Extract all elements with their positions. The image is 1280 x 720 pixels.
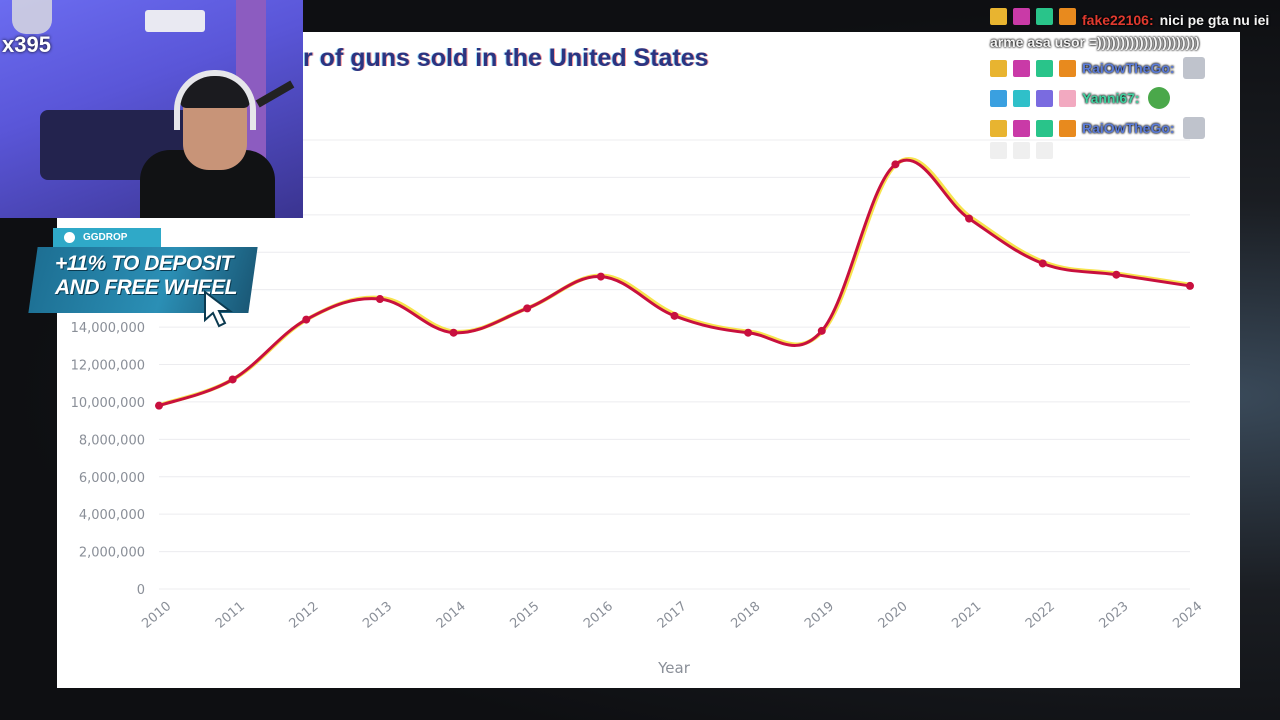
- y-tick-label: 0: [137, 583, 145, 598]
- crown-badge-icon: [990, 8, 1007, 25]
- badge-icon: [1013, 141, 1030, 159]
- chat-overlay: fake22106: nici pe gta nu iei arme asa us…: [990, 8, 1272, 161]
- data-point: [155, 401, 163, 410]
- data-point: [744, 328, 753, 337]
- data-point: [596, 272, 605, 281]
- y-tick-label: 6,000,000: [79, 471, 145, 486]
- x-tick-label: 2024: [1170, 599, 1205, 632]
- data-point: [1112, 270, 1121, 279]
- y-tick-label: 4,000,000: [79, 508, 145, 523]
- emote-icon: [1182, 117, 1205, 139]
- x-tick-label: 2013: [360, 599, 395, 632]
- x-tick-label: 2011: [213, 599, 248, 632]
- x-tick-label: 2023: [1097, 599, 1132, 632]
- x-tick-label: 2021: [949, 599, 984, 632]
- series-line: [158, 158, 1191, 408]
- monster-badge-icon: [1036, 89, 1053, 107]
- x-axis-label: Year: [657, 659, 691, 677]
- webcam-overlay: x395: [0, 0, 303, 218]
- sub-avatar: [12, 0, 52, 34]
- data-point: [1186, 281, 1194, 290]
- creature-badge-icon: [1013, 119, 1030, 137]
- chat-username[interactable]: RaiOwTheGo:: [1082, 120, 1175, 136]
- gift-badge-icon: [1036, 59, 1053, 77]
- badge-icon: [990, 141, 1007, 159]
- chat-username[interactable]: RaiOwTheGo:: [1082, 60, 1175, 76]
- chat-message: RaiOwTheGo:: [990, 117, 1272, 139]
- sponsor-line-2: AND FREE WHEEL: [55, 276, 238, 299]
- data-point: [891, 160, 900, 169]
- data-point: [523, 304, 532, 313]
- x-axis-ticks: 2010 2011 2012 2013 2014 2015 2016 2017 2018 2019…: [139, 599, 1205, 632]
- creature-badge-icon: [1013, 8, 1030, 25]
- x-tick-label: 2019: [802, 599, 837, 632]
- chart-title: r of guns sold in the United States: [303, 44, 709, 72]
- gift-badge-icon: [1036, 8, 1053, 25]
- cursor-icon: [204, 290, 233, 328]
- sponsor-text: +11% TO DEPOSIT AND FREE WHEEL: [55, 252, 245, 300]
- y-tick-label: 8,000,000: [79, 433, 145, 448]
- data-point: [228, 375, 237, 384]
- creature-badge-icon: [1013, 59, 1030, 77]
- sword-badge-icon: [990, 89, 1007, 107]
- x-tick-label: 2022: [1023, 599, 1058, 632]
- headset-icon: [174, 70, 256, 130]
- webcam-window: [145, 10, 205, 32]
- y-tick-label: 2,000,000: [79, 546, 145, 561]
- x-tick-label: 2017: [655, 599, 690, 632]
- crown-badge-icon: [990, 119, 1007, 137]
- x-tick-label: 2016: [581, 599, 616, 632]
- pepe-emote-icon: [1147, 87, 1170, 109]
- pink-badge-icon: [1059, 89, 1076, 107]
- chat-message-faded: [990, 139, 1272, 161]
- chat-message: fake22106: nici pe gta nu iei arme asa us…: [990, 8, 1272, 53]
- data-point: [302, 315, 311, 324]
- badge-icon: [1036, 141, 1053, 159]
- chat-username[interactable]: Yanni67:: [1082, 90, 1140, 106]
- data-point: [375, 295, 384, 304]
- x-tick-label: 2010: [139, 599, 174, 632]
- chat-username[interactable]: fake22106:: [1082, 12, 1154, 28]
- y-axis-ticks: 0 2,000,000 4,000,000 6,000,000 8,000,000 10,…: [71, 321, 145, 598]
- chat-message: RaiOwTheGo:: [990, 57, 1272, 79]
- data-point: [817, 326, 826, 335]
- gift-badge-icon: [1036, 119, 1053, 137]
- sponsor-tag: GGDROP: [53, 228, 161, 247]
- series-line-shadow: [160, 157, 1193, 407]
- crown-badge-icon: [990, 59, 1007, 77]
- sponsor-tag-label: GGDROP: [83, 232, 128, 243]
- tier-badge-icon: [1059, 119, 1076, 137]
- sponsor-banner[interactable]: GGDROP +11% TO DEPOSIT AND FREE WHEEL: [28, 228, 258, 328]
- data-points: [155, 160, 1194, 410]
- emote-icon: [1182, 57, 1205, 79]
- x-tick-label: 2018: [728, 599, 763, 632]
- x-tick-label: 2020: [876, 599, 911, 632]
- data-point: [670, 311, 679, 320]
- data-point: [1038, 259, 1047, 268]
- y-tick-label: 10,000,000: [71, 396, 145, 411]
- x-tick-label: 2012: [287, 599, 322, 632]
- chart-grid: [159, 139, 1190, 590]
- x-tick-label: 2014: [434, 599, 469, 632]
- x-tick-label: 2015: [507, 599, 542, 632]
- y-tick-label: 12,000,000: [71, 359, 145, 374]
- sponsor-line-1: +11% TO DEPOSIT: [55, 252, 233, 275]
- ggdrop-logo-icon: [64, 232, 75, 243]
- creature-badge-icon: [1013, 89, 1030, 107]
- chat-text: nici pe gta nu iei arme asa usor =))))))…: [990, 12, 1270, 50]
- hype-counter: x395: [2, 32, 51, 57]
- chat-message: Yanni67:: [990, 87, 1272, 109]
- y-tick-label: 14,000,000: [71, 321, 145, 336]
- tier-badge-icon: [1059, 8, 1076, 25]
- data-point: [965, 214, 974, 223]
- tier-badge-icon: [1059, 59, 1076, 77]
- data-point: [449, 328, 458, 337]
